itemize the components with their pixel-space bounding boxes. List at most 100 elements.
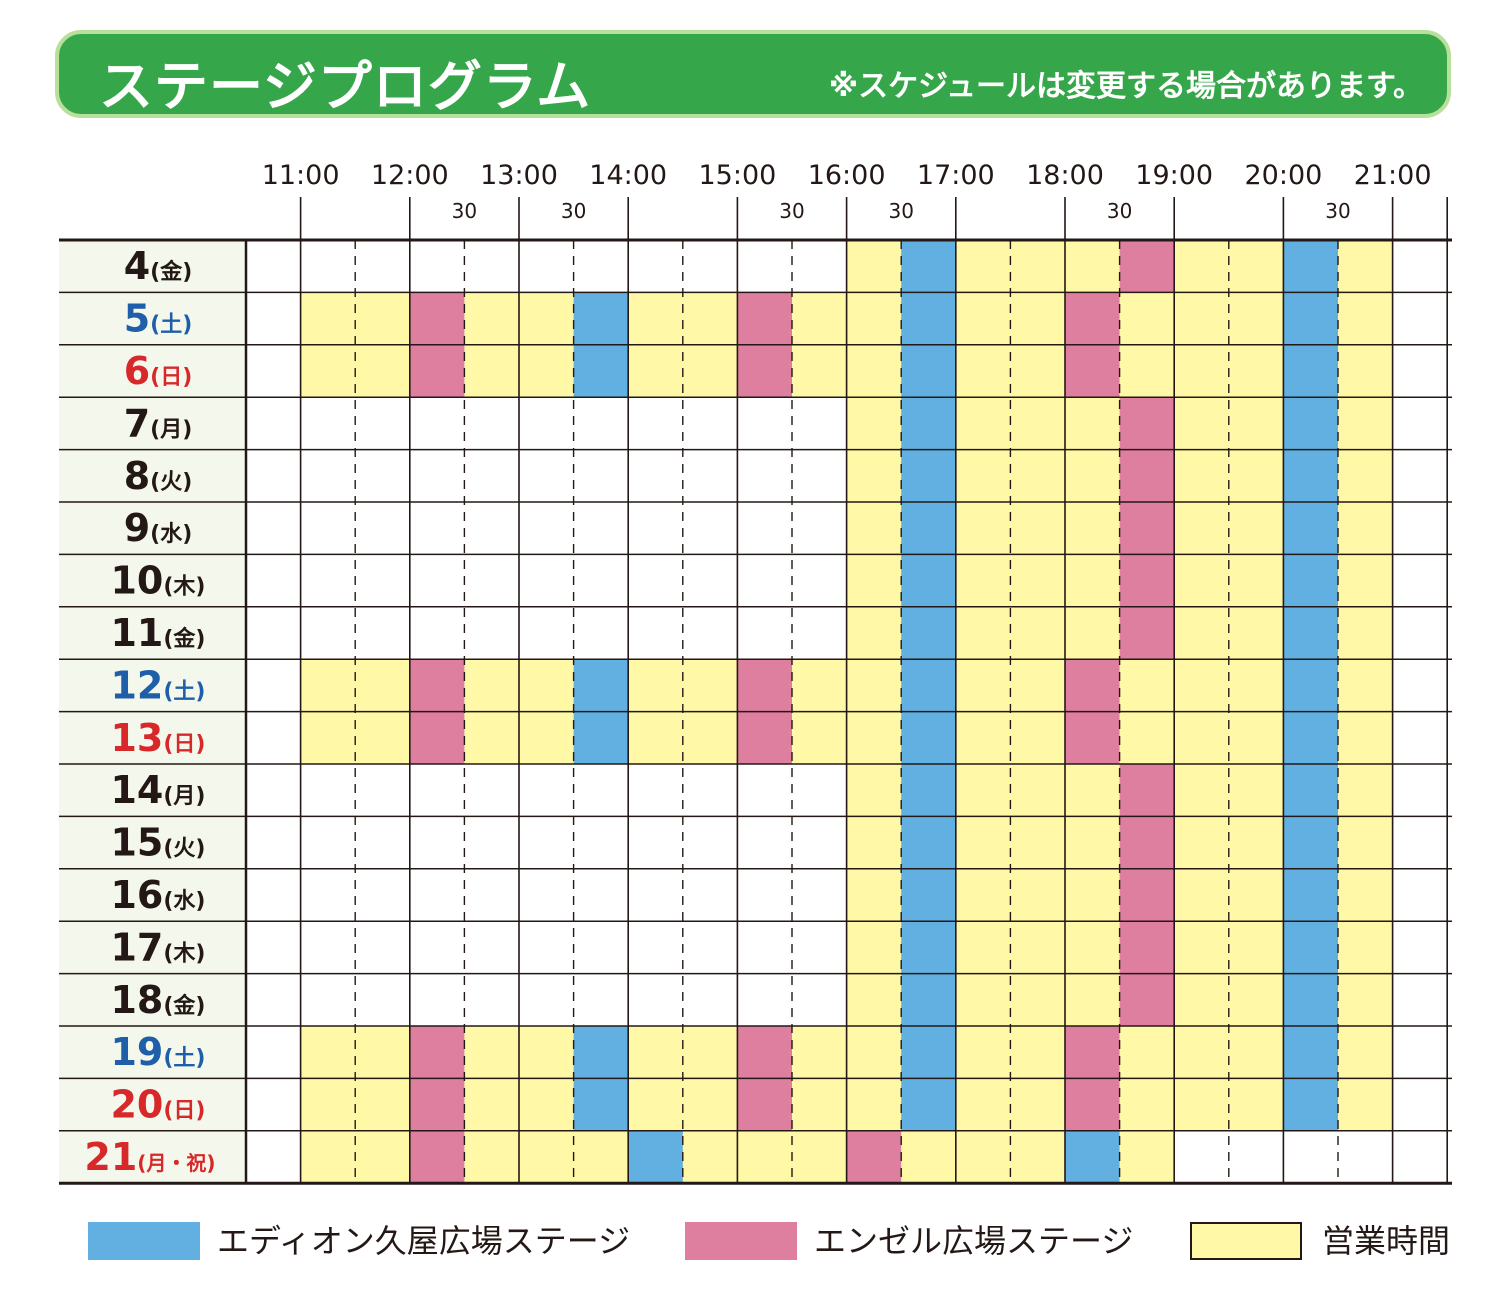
date-day: 4 <box>124 244 150 288</box>
eidion-stage-block <box>901 659 956 712</box>
eidion-stage-block <box>901 921 956 974</box>
hour-tick-label: 19:00 <box>1135 160 1213 191</box>
date-day: 12 <box>110 663 163 707</box>
date-weekday: (月) <box>150 417 192 442</box>
angel-stage-block <box>1119 764 1175 817</box>
eidion-stage-block <box>901 397 956 450</box>
eidion-stage-block <box>573 292 629 345</box>
eidion-stage-block <box>1283 502 1338 555</box>
eidion-stage-block <box>901 868 956 922</box>
legend-label-hours: 営業時間 <box>1322 1222 1451 1260</box>
angel-stage-block <box>409 292 465 345</box>
angel-stage-block <box>1119 449 1175 502</box>
date-weekday: (水) <box>163 889 205 914</box>
eidion-stage-block <box>901 711 956 764</box>
date-day: 19 <box>110 1030 163 1074</box>
date-day: 9 <box>124 506 150 550</box>
date-weekday: (木) <box>163 941 205 966</box>
eidion-stage-block <box>1283 868 1338 922</box>
date-weekday: (水) <box>150 522 192 547</box>
eidion-stage-block <box>901 1026 956 1079</box>
eidion-stage-block <box>1283 764 1338 817</box>
date-weekday: (土) <box>163 1046 205 1071</box>
legend-swatch-angel <box>685 1222 797 1260</box>
eidion-stage-block <box>1283 711 1338 764</box>
date-label: 10(木) <box>110 559 205 603</box>
date-day: 13 <box>110 716 163 760</box>
angel-stage-block <box>1119 397 1175 450</box>
date-weekday: (日) <box>163 732 205 757</box>
eidion-stage-block <box>1283 449 1338 502</box>
legend-swatch-eidion <box>88 1222 200 1260</box>
date-label: 16(水) <box>110 873 205 917</box>
eidion-stage-block <box>901 1078 956 1131</box>
legend: エディオン久屋広場ステージ エンゼル広場ステージ 営業時間 <box>0 1222 1500 1260</box>
date-label: 19(土) <box>110 1030 205 1074</box>
eidion-stage-block <box>901 554 956 607</box>
eidion-stage-block <box>628 1130 683 1184</box>
date-label: 7(月) <box>124 401 193 445</box>
eidion-stage-block <box>1283 659 1338 712</box>
date-day: 15 <box>110 821 163 865</box>
eidion-stage-block <box>901 502 956 555</box>
hour-tick-label: 18:00 <box>1026 160 1104 191</box>
angel-stage-block <box>1119 554 1175 607</box>
date-day: 10 <box>110 559 163 603</box>
date-day: 7 <box>124 401 150 445</box>
eidion-stage-block <box>901 973 956 1026</box>
eidion-stage-block <box>901 344 956 398</box>
angel-stage-block <box>846 1130 902 1184</box>
eidion-stage-block <box>1283 344 1338 398</box>
eidion-stage-block <box>901 816 956 869</box>
angel-stage-block <box>1119 973 1175 1026</box>
half-hour-tick-label: 30 <box>888 199 913 223</box>
date-weekday: (日) <box>150 365 192 390</box>
half-hour-tick-label: 30 <box>1325 199 1350 223</box>
eidion-stage-block <box>901 240 956 293</box>
eidion-stage-block <box>1283 1078 1338 1131</box>
date-label: 6(日) <box>124 349 193 393</box>
half-hour-tick-label: 30 <box>1107 199 1132 223</box>
date-day: 8 <box>124 454 150 498</box>
hour-tick-label: 16:00 <box>808 160 886 191</box>
angel-stage-block <box>1119 606 1175 660</box>
date-day: 16 <box>110 873 163 917</box>
legend-swatch-hours <box>1190 1222 1302 1260</box>
date-day: 21 <box>84 1135 137 1179</box>
date-weekday: (日) <box>163 1099 205 1124</box>
schedule-change-note: ※スケジュールは変更する場合があります。 <box>828 69 1423 104</box>
hour-tick-label: 15:00 <box>698 160 776 191</box>
date-day: 20 <box>110 1083 163 1127</box>
eidion-stage-block <box>1283 240 1338 293</box>
half-hour-tick-label: 30 <box>561 199 586 223</box>
date-day: 11 <box>110 611 163 655</box>
eidion-stage-block <box>901 292 956 345</box>
eidion-stage-block <box>1283 1026 1338 1079</box>
eidion-stage-block <box>901 764 956 817</box>
date-label: 4(金) <box>124 244 193 288</box>
legend-label-eidion: エディオン久屋広場ステージ <box>217 1222 631 1260</box>
eidion-stage-block <box>1283 554 1338 607</box>
date-label: 12(土) <box>110 663 205 707</box>
hour-tick-label: 14:00 <box>589 160 667 191</box>
angel-stage-block <box>737 711 792 764</box>
date-weekday: (金) <box>150 259 192 285</box>
eidion-stage-block <box>1283 606 1338 660</box>
angel-stage-block <box>409 659 465 712</box>
angel-stage-block <box>1119 868 1175 922</box>
date-label: 17(木) <box>110 925 205 969</box>
date-label: 11(金) <box>110 611 205 655</box>
angel-stage-block <box>737 292 792 345</box>
eidion-stage-block <box>1283 397 1338 450</box>
angel-stage-block <box>737 1026 792 1079</box>
hour-tick-label: 12:00 <box>371 160 449 191</box>
date-label: 14(月) <box>110 768 205 812</box>
date-day: 6 <box>124 349 150 393</box>
date-day: 14 <box>110 768 163 812</box>
date-weekday: (火) <box>163 837 205 862</box>
half-hour-tick-label: 30 <box>452 199 477 223</box>
date-label: 13(日) <box>110 716 205 760</box>
angel-stage-block <box>1065 344 1120 398</box>
angel-stage-block <box>409 1026 465 1079</box>
